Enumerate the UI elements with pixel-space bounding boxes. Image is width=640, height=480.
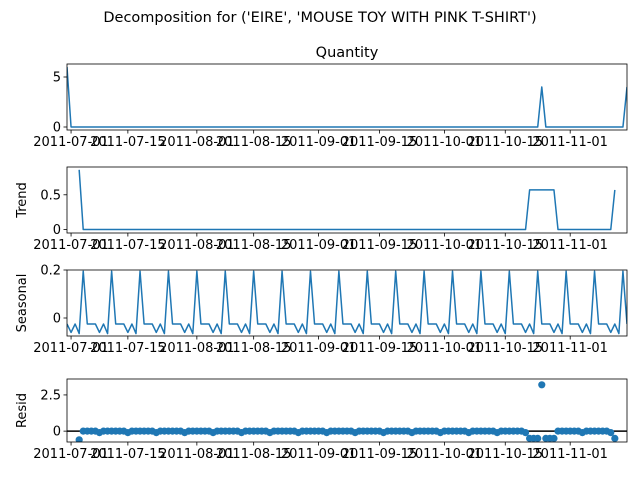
trend-xtick-label: 2011-09-15 [342, 238, 418, 253]
resid-point [538, 381, 546, 389]
trend-axes-frame [66, 166, 628, 234]
observed-ytick-label: 0 [53, 121, 61, 136]
resid-axes-frame [66, 378, 628, 443]
observed-xtick-label: 2011-07-01 [33, 135, 109, 150]
seasonal-xtick-label: 2011-10-15 [467, 341, 543, 356]
resid-ylabel: Resid [15, 393, 30, 428]
seasonal-panel: 00.22011-07-012011-07-152011-08-012011-0… [15, 264, 628, 356]
observed-ytick-label: 5 [53, 71, 61, 86]
observed-xtick-label: 2011-07-15 [90, 135, 166, 150]
resid-ytick-label: 0 [53, 425, 61, 440]
seasonal-data [67, 270, 627, 335]
trend-xtick-label: 2011-08-01 [159, 238, 235, 253]
trend-series-line [78, 169, 616, 231]
trend-panel: 00.52011-07-012011-07-152011-08-012011-0… [15, 166, 628, 253]
trend-xtick-label: 2011-07-01 [33, 238, 109, 253]
trend-xtick-label: 2011-10-01 [407, 238, 483, 253]
observed-title: Quantity [316, 45, 379, 61]
resid-panel: 02.52011-07-012011-07-152011-08-012011-0… [15, 378, 628, 462]
trend-ytick-label: 0.5 [40, 188, 61, 203]
trend-ylabel: Trend [15, 182, 30, 219]
trend-xtick-label: 2011-08-15 [216, 238, 292, 253]
resid-xtick-label: 2011-11-01 [532, 447, 608, 462]
observed-xtick-label: 2011-09-01 [281, 135, 357, 150]
resid-data [67, 381, 627, 442]
resid-xtick-label: 2011-10-15 [467, 447, 543, 462]
observed-xtick-label: 2011-08-15 [216, 135, 292, 150]
seasonal-xtick-label: 2011-07-01 [33, 341, 109, 356]
seasonal-xtick-label: 2011-08-15 [216, 341, 292, 356]
resid-xtick-label: 2011-10-01 [407, 447, 483, 462]
observed-xtick-label: 2011-09-15 [342, 135, 418, 150]
observed-xtick-label: 2011-08-01 [159, 135, 235, 150]
resid-point [534, 434, 542, 442]
seasonal-xtick-label: 2011-10-01 [407, 341, 483, 356]
trend-xtick-label: 2011-09-01 [281, 238, 357, 253]
trend-ytick-label: 0 [53, 223, 61, 238]
resid-xtick-label: 2011-09-01 [281, 447, 357, 462]
observed-data [67, 66, 627, 128]
seasonal-ytick-label: 0.2 [40, 264, 61, 279]
resid-point [607, 428, 615, 437]
observed-xtick-label: 2011-11-01 [532, 135, 608, 150]
resid-xtick-label: 2011-09-15 [342, 447, 418, 462]
figure-title: Decomposition for ('EIRE', 'MOUSE TOY WI… [103, 10, 536, 26]
seasonal-ytick-label: 0 [53, 312, 61, 327]
seasonal-xtick-label: 2011-09-01 [281, 341, 357, 356]
seasonal-xtick-label: 2011-07-15 [90, 341, 166, 356]
observed-series-line [67, 66, 627, 128]
resid-point [521, 428, 530, 437]
trend-xtick-label: 2011-10-15 [467, 238, 543, 253]
observed-panel: 0 5 2011-07-012011-07-152011-08-012011-08-… [33, 45, 628, 150]
resid-xtick-label: 2011-07-15 [90, 447, 166, 462]
resid-point [550, 434, 558, 442]
seasonal-ylabel: Seasonal [15, 274, 30, 333]
seasonal-xtick-label: 2011-11-01 [532, 341, 608, 356]
resid-point [611, 434, 619, 442]
resid-xtick-label: 2011-07-01 [33, 447, 109, 462]
trend-xtick-label: 2011-07-15 [90, 238, 166, 253]
seasonal-xtick-label: 2011-08-01 [159, 341, 235, 356]
resid-ytick-label: 2.5 [40, 388, 61, 403]
seasonal-xtick-label: 2011-09-15 [342, 341, 418, 356]
seasonal-axes-frame [66, 269, 628, 337]
seasonal-series-line [67, 270, 627, 335]
observed-xtick-label: 2011-10-01 [407, 135, 483, 150]
resid-xtick-label: 2011-08-15 [216, 447, 292, 462]
observed-xtick-label: 2011-10-15 [467, 135, 543, 150]
resid-point [75, 436, 83, 442]
resid-xtick-label: 2011-08-01 [159, 447, 235, 462]
trend-data [78, 169, 616, 231]
observed-axes-frame [66, 63, 628, 131]
trend-xtick-label: 2011-11-01 [532, 238, 608, 253]
